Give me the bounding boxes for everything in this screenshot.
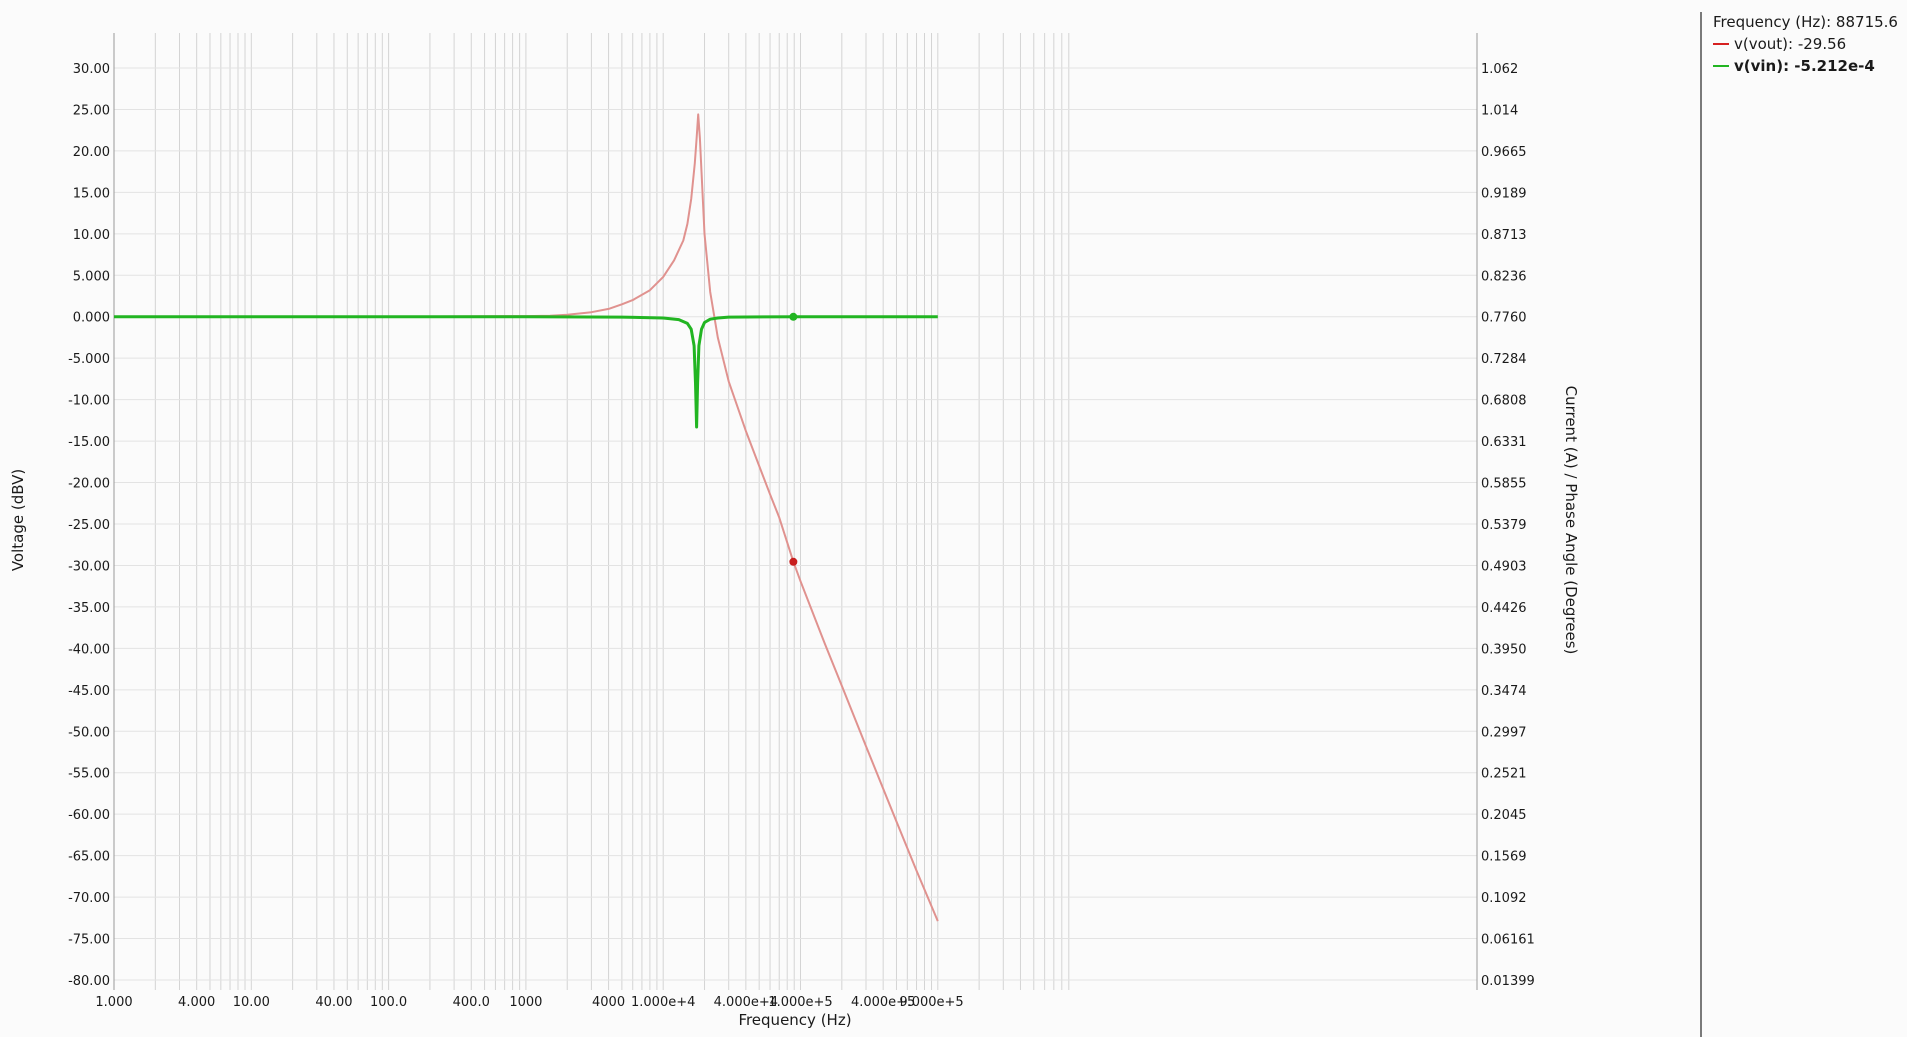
- x-tick-label: 4000: [592, 995, 625, 1010]
- grid-lines: [113, 33, 1477, 990]
- y2-tick-label: 0.2521: [1481, 767, 1527, 782]
- x-tick-label: 400.0: [453, 995, 490, 1010]
- y2-tick-label: 0.6331: [1481, 435, 1527, 450]
- y2-tick-label: 0.3950: [1481, 642, 1527, 657]
- y-tick-label: 20.00: [73, 145, 110, 160]
- x-axis-title: Frequency (Hz): [738, 1011, 851, 1029]
- legend-item-label: v(vin): -5.212e-4: [1734, 57, 1875, 75]
- x-tick-label: 10.00: [233, 995, 270, 1010]
- y2-tick-label: 0.9189: [1481, 186, 1527, 201]
- x-tick-label: 9.000e+5: [899, 995, 963, 1010]
- x-tick-label: 1000: [509, 995, 542, 1010]
- y2-tick-label: 0.5855: [1481, 477, 1527, 492]
- cursor-marker-vvin: [789, 312, 798, 321]
- cursor-frequency-readout: Frequency (Hz): 88715.6: [1713, 11, 1898, 33]
- x-tick-label: 1.000e+5: [768, 995, 832, 1010]
- y2-tick-label: 0.01399: [1481, 974, 1535, 989]
- y-tick-label: -30.00: [68, 559, 110, 574]
- series-line-vvin: [114, 315, 938, 429]
- x-tick-label: 100.0: [370, 995, 407, 1010]
- legend-divider: [1700, 12, 1702, 1037]
- y-tick-label: -20.00: [68, 477, 110, 492]
- y-axis-ticks: 30.00 25.00 20.00 15.00 10.00 5.000 0.000 -5.00…: [68, 62, 110, 989]
- y2-tick-label: 0.8236: [1481, 269, 1527, 284]
- y2-tick-label: 0.3474: [1481, 684, 1527, 699]
- x-tick-label: 1.000: [95, 995, 132, 1010]
- series-lines: [114, 113, 939, 922]
- y-tick-label: 10.00: [73, 228, 110, 243]
- y2-axis-title: Current (A) / Phase Angle (Degrees): [1562, 386, 1580, 655]
- y-tick-label: -35.00: [68, 601, 110, 616]
- y-tick-label: -5.000: [68, 352, 110, 367]
- y-tick-label: 25.00: [73, 103, 110, 118]
- x-tick-label: 1.000e+4: [631, 995, 695, 1010]
- cursor-legend: Frequency (Hz): 88715.6 v(vout): -29.56 v…: [1713, 11, 1898, 77]
- y2-tick-label: 1.014: [1481, 103, 1518, 118]
- x-tick-label: 4.000e+5: [851, 995, 915, 1010]
- y-tick-label: -25.00: [68, 518, 110, 533]
- x-tick-label: 40.00: [315, 995, 352, 1010]
- y-tick-label: -65.00: [68, 850, 110, 865]
- y-tick-label: 30.00: [73, 62, 110, 77]
- y-tick-label: 0.000: [73, 311, 110, 326]
- y2-tick-label: 0.4903: [1481, 559, 1527, 574]
- y-tick-label: -10.00: [68, 394, 110, 409]
- legend-item[interactable]: v(vout): -29.56: [1713, 33, 1898, 55]
- y-tick-label: -75.00: [68, 933, 110, 948]
- series-line-vvout: [114, 113, 939, 922]
- legend-item[interactable]: v(vin): -5.212e-4: [1713, 55, 1898, 77]
- y-tick-label: -40.00: [68, 642, 110, 657]
- y2-tick-label: 0.9665: [1481, 145, 1527, 160]
- y2-tick-label: 0.2997: [1481, 725, 1527, 740]
- y2-tick-label: 0.2045: [1481, 808, 1527, 823]
- y-tick-label: 15.00: [73, 186, 110, 201]
- y-tick-label: -15.00: [68, 435, 110, 450]
- y-tick-label: -50.00: [68, 725, 110, 740]
- y-tick-label: -70.00: [68, 891, 110, 906]
- cursor-markers: [789, 312, 798, 566]
- legend-entries: v(vout): -29.56 v(vin): -5.212e-4: [1713, 33, 1898, 77]
- y2-tick-label: 0.1092: [1481, 891, 1527, 906]
- y-tick-label: -55.00: [68, 767, 110, 782]
- y2-tick-label: 0.06161: [1481, 933, 1535, 948]
- y2-tick-label: 0.6808: [1481, 394, 1527, 409]
- y2-tick-label: 0.7760: [1481, 311, 1527, 326]
- y-tick-label: -60.00: [68, 808, 110, 823]
- frequency-response-plot[interactable]: 30.00 25.00 20.00 15.00 10.00 5.000 0.000 -5.00…: [0, 0, 1700, 1037]
- y-tick-label: -45.00: [68, 684, 110, 699]
- x-tick-label: 4.000e+4: [714, 995, 778, 1010]
- y-axis-title: Voltage (dBV): [9, 469, 27, 571]
- legend-item-label: v(vout): -29.56: [1734, 35, 1847, 53]
- legend-swatch: [1713, 43, 1729, 45]
- y2-tick-label: 0.7284: [1481, 352, 1527, 367]
- y-tick-label: -80.00: [68, 974, 110, 989]
- cursor-marker-vvout: [789, 557, 798, 566]
- x-tick-label: 4.000: [178, 995, 215, 1010]
- y2-tick-label: 0.5379: [1481, 518, 1527, 533]
- cursor-frequency-label: Frequency (Hz): 88715.6: [1713, 13, 1898, 31]
- y-tick-label: 5.000: [73, 269, 110, 284]
- y2-tick-label: 1.062: [1481, 62, 1518, 77]
- x-axis-ticks: 1.000 4.000 10.00 40.00 100.0 400.0 1000 4000 1.…: [95, 995, 963, 1010]
- y2-tick-label: 0.1569: [1481, 850, 1527, 865]
- y2-axis-ticks: 1.062 1.014 0.9665 0.9189 0.8713 0.8236 0.7760…: [1481, 62, 1535, 989]
- legend-swatch: [1713, 65, 1729, 67]
- y2-tick-label: 0.8713: [1481, 228, 1527, 243]
- y2-tick-label: 0.4426: [1481, 601, 1527, 616]
